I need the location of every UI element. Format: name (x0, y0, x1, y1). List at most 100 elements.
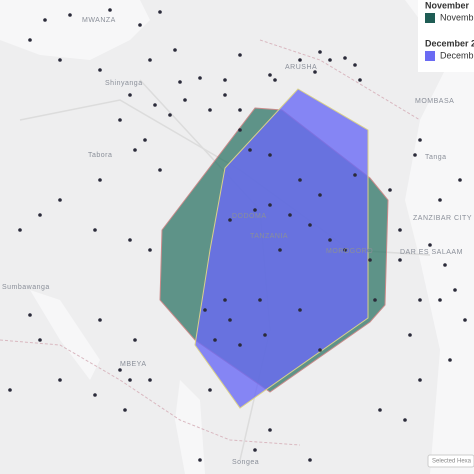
point (418, 298, 422, 302)
point (438, 198, 442, 202)
place-label: Sumbawanga (2, 284, 50, 291)
point (398, 228, 402, 232)
legend-title: November (425, 0, 470, 10)
point (298, 58, 302, 62)
point (228, 318, 232, 322)
button-label[interactable]: Selected Hexa (432, 459, 472, 465)
point (118, 368, 122, 372)
point (418, 138, 422, 142)
point (448, 358, 452, 362)
point (178, 80, 182, 84)
point (93, 228, 97, 232)
point (133, 148, 137, 152)
point (378, 408, 382, 412)
place-label: ARUSHA (285, 64, 317, 71)
point (43, 18, 47, 22)
point (353, 63, 357, 67)
legend-item[interactable]: Decemb (440, 50, 474, 60)
point (248, 148, 252, 152)
point (238, 53, 242, 57)
point (123, 408, 127, 412)
point (268, 203, 272, 207)
legend-swatch (425, 13, 435, 23)
point (268, 73, 272, 77)
point (268, 428, 272, 432)
point (208, 108, 212, 112)
point (268, 153, 272, 157)
point (428, 243, 432, 247)
point (343, 248, 347, 252)
point (198, 76, 202, 80)
point (463, 318, 467, 322)
place-label: MOMBASA (415, 98, 454, 105)
point (173, 48, 177, 52)
point (128, 238, 132, 242)
point (358, 78, 362, 82)
point (133, 338, 137, 342)
point (208, 388, 212, 392)
point (203, 308, 207, 312)
point (298, 178, 302, 182)
place-label: Shinyanga (105, 80, 143, 87)
legend-title: December 2 (425, 38, 474, 48)
point (128, 378, 132, 382)
point (438, 298, 442, 302)
point (263, 333, 267, 337)
point (158, 10, 162, 14)
place-label: MOROGORO (326, 248, 373, 255)
point (213, 338, 217, 342)
point (253, 208, 257, 212)
point (258, 298, 262, 302)
legend-swatch (425, 51, 435, 61)
point (403, 418, 407, 422)
point (28, 313, 32, 317)
border (0, 339, 301, 446)
point (223, 78, 227, 82)
point (278, 248, 282, 252)
point (308, 458, 312, 462)
point (413, 153, 417, 157)
point (38, 213, 42, 217)
point (318, 193, 322, 197)
place-label: MWANZA (82, 17, 116, 24)
place-label: Tabora (88, 152, 112, 159)
point (128, 93, 132, 97)
point (108, 8, 112, 12)
point (408, 333, 412, 337)
point (328, 58, 332, 62)
lake (0, 0, 150, 60)
button[interactable] (427, 454, 474, 468)
point (93, 393, 97, 397)
point (313, 70, 317, 74)
point (228, 218, 232, 222)
point (98, 68, 102, 72)
point (388, 188, 392, 192)
point (168, 113, 172, 117)
point (28, 38, 32, 42)
point (343, 56, 347, 60)
point (368, 258, 372, 262)
point (458, 178, 462, 182)
hexagon-december (194, 88, 369, 409)
point (148, 58, 152, 62)
legend-item[interactable]: Novemb (440, 12, 474, 22)
point (253, 448, 257, 452)
place-label: Songea (232, 459, 259, 466)
place-label: DODOMA (232, 213, 267, 220)
point (158, 168, 162, 172)
point (223, 298, 227, 302)
points (8, 8, 467, 462)
point (373, 298, 377, 302)
point (68, 13, 72, 17)
place-label: DAR ES SALAAM (400, 249, 463, 256)
point (238, 128, 242, 132)
point (443, 263, 447, 267)
point (198, 458, 202, 462)
point (143, 138, 147, 142)
place-label: TANZANIA (250, 233, 288, 240)
place-labels: MWANZA Shinyanga Tabora ARUSHA MOMBASA Tanga Z… (2, 17, 472, 466)
point (8, 388, 12, 392)
point (58, 378, 62, 382)
point (148, 378, 152, 382)
